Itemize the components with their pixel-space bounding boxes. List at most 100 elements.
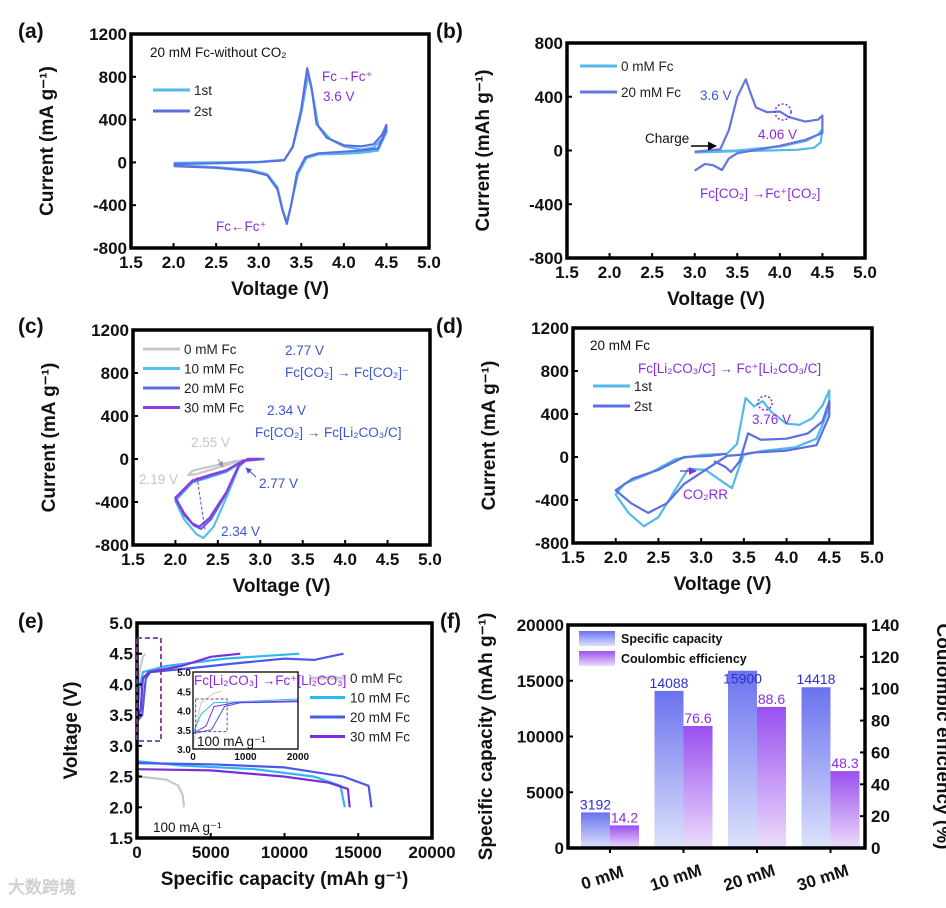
bar-value-label: 88.6 — [758, 691, 785, 707]
x-tick-label: 5000 — [192, 843, 230, 862]
series-line-30-mm-fc-charge — [137, 652, 241, 722]
x-tick-label: 4.5 — [375, 253, 399, 272]
x-tick-label: 1.5 — [555, 263, 579, 282]
bar-specific-capacity — [654, 690, 684, 848]
legend-label: 20 mM Fc — [350, 710, 410, 725]
series-line-2st — [614, 400, 831, 515]
x-tick-label: 2.0 — [604, 548, 628, 567]
x-tick-label: 5.0 — [417, 253, 441, 272]
peak-circle — [757, 395, 773, 411]
legend-swatch — [579, 651, 615, 666]
inset-x-tick-label: 0 — [190, 752, 196, 763]
y-axis-title: Current (mA g⁻¹) — [479, 361, 500, 511]
x-tick-label: 4.0 — [332, 253, 356, 272]
x-tick-label: 5.0 — [418, 550, 442, 569]
inset-annotation: 100 mA g⁻¹ — [197, 734, 266, 749]
x-tick-label: 2.0 — [598, 263, 622, 282]
annotation: 3.6 V — [700, 88, 732, 103]
series-line-2st — [173, 67, 388, 225]
legend-label: 2st — [634, 399, 652, 414]
x-tick-label: 3.5 — [289, 253, 313, 272]
x-category-label: 10 mM — [648, 861, 704, 895]
annotation: 2.77 V — [259, 476, 298, 491]
inset-y-tick-label: 5.0 — [177, 668, 191, 679]
y2-axis-title: Coulombic efficiency (%) — [932, 624, 946, 850]
legend-label: 0 mM Fc — [621, 59, 674, 74]
legend-label: 30 mM Fc — [184, 401, 244, 416]
y-tick-label: -800 — [95, 536, 129, 555]
y-tick-label: -800 — [529, 249, 563, 268]
x-axis-title: Specific capacity (mAh g⁻¹) — [161, 869, 409, 890]
bar-specific-capacity — [581, 812, 610, 848]
y-tick-label: -800 — [93, 239, 127, 258]
bar-value-label: 15900 — [723, 671, 762, 687]
pointer-arrow — [245, 467, 257, 478]
y-tick-label: 0 — [560, 448, 569, 467]
x-tick-label: 4.0 — [775, 548, 799, 567]
legend-label: 1st — [194, 83, 212, 98]
y-tick-label: 800 — [541, 362, 569, 381]
x-axis-title: Voltage (V) — [667, 289, 765, 310]
legend-label: 0 mM Fc — [350, 671, 403, 686]
x-axis-title: Voltage (V) — [674, 574, 772, 595]
y-tick-label: 0 — [120, 450, 129, 469]
bar-specific-capacity — [801, 687, 831, 848]
x-tick-label: 3.5 — [725, 263, 749, 282]
legend-label: 20 mM Fc — [621, 85, 681, 100]
x-tick-label: 15000 — [335, 843, 382, 862]
inset-y-tick-label: 4.0 — [177, 707, 191, 718]
x-axis-title: Voltage (V) — [233, 576, 331, 597]
annotation: 2.55 V — [191, 435, 230, 450]
series-line-10-mm-fc-discharge — [137, 760, 346, 808]
legend-swatch — [579, 631, 615, 646]
legend-label: 1st — [634, 379, 652, 394]
bar-value-label: 3192 — [580, 796, 611, 812]
annotation: 2.34 V — [221, 524, 260, 539]
bar-value-label: 14.2 — [611, 809, 638, 825]
y-axis-title: Current (mAh g⁻¹) — [473, 69, 494, 231]
y2-tick-label: 140 — [871, 616, 899, 635]
x-tick-label: 5.0 — [860, 548, 884, 567]
bar-coulombic-efficiency — [610, 825, 639, 848]
bar-specific-capacity — [728, 670, 757, 848]
bar-coulombic-efficiency — [757, 706, 786, 848]
peak-circle — [774, 103, 792, 121]
series-line-30-mm-fc-discharge — [137, 768, 351, 808]
inset-frame — [192, 671, 299, 750]
x-tick-label: 2.0 — [164, 550, 188, 569]
y-tick-label: 400 — [535, 88, 563, 107]
legend-label: Specific capacity — [621, 632, 722, 646]
series-line-10-mm-fc-charge — [137, 652, 300, 722]
inset-y-tick-label: 4.5 — [177, 687, 191, 698]
inset-y-tick-label: 3.0 — [177, 745, 191, 756]
y-tick-label: 10000 — [517, 728, 564, 747]
x-category-label: 0 mM — [579, 862, 626, 894]
y-tick-label: 1200 — [89, 25, 127, 44]
annotation: Fc[CO₂] →Fc⁺[CO₂] — [700, 186, 820, 201]
y-tick-label: 0 — [554, 142, 563, 161]
annotation: Fc←Fc⁺ — [216, 219, 267, 234]
bar-value-label: 76.6 — [684, 710, 711, 726]
panel-label: (d) — [436, 315, 463, 338]
annotation: 3.6 V — [323, 89, 355, 104]
y-tick-label: 800 — [101, 364, 129, 383]
y-tick-label: 1200 — [91, 321, 129, 340]
peak-shift-line — [196, 476, 206, 531]
annotation: CO₂RR — [683, 487, 728, 502]
legend-label: Coulombic efficiency — [621, 652, 747, 666]
y-tick-label: -400 — [95, 493, 129, 512]
plot-frame — [129, 32, 431, 250]
x-tick-label: 3.0 — [689, 548, 713, 567]
plot-frame — [571, 326, 874, 545]
panel-label: (a) — [18, 20, 44, 43]
y-axis-title: Current (mA g⁻¹) — [37, 66, 58, 216]
x-tick-label: 2.5 — [647, 548, 671, 567]
x-tick-label: 3.5 — [291, 550, 315, 569]
series-line-0-mm-fc — [187, 457, 257, 477]
y2-tick-label: 20 — [871, 807, 890, 826]
panel-label: (c) — [18, 315, 44, 338]
y-tick-label: 1200 — [531, 319, 569, 338]
x-tick-label: 1.5 — [119, 253, 143, 272]
zoom-region-box — [136, 637, 162, 742]
y2-tick-label: 60 — [871, 743, 890, 762]
